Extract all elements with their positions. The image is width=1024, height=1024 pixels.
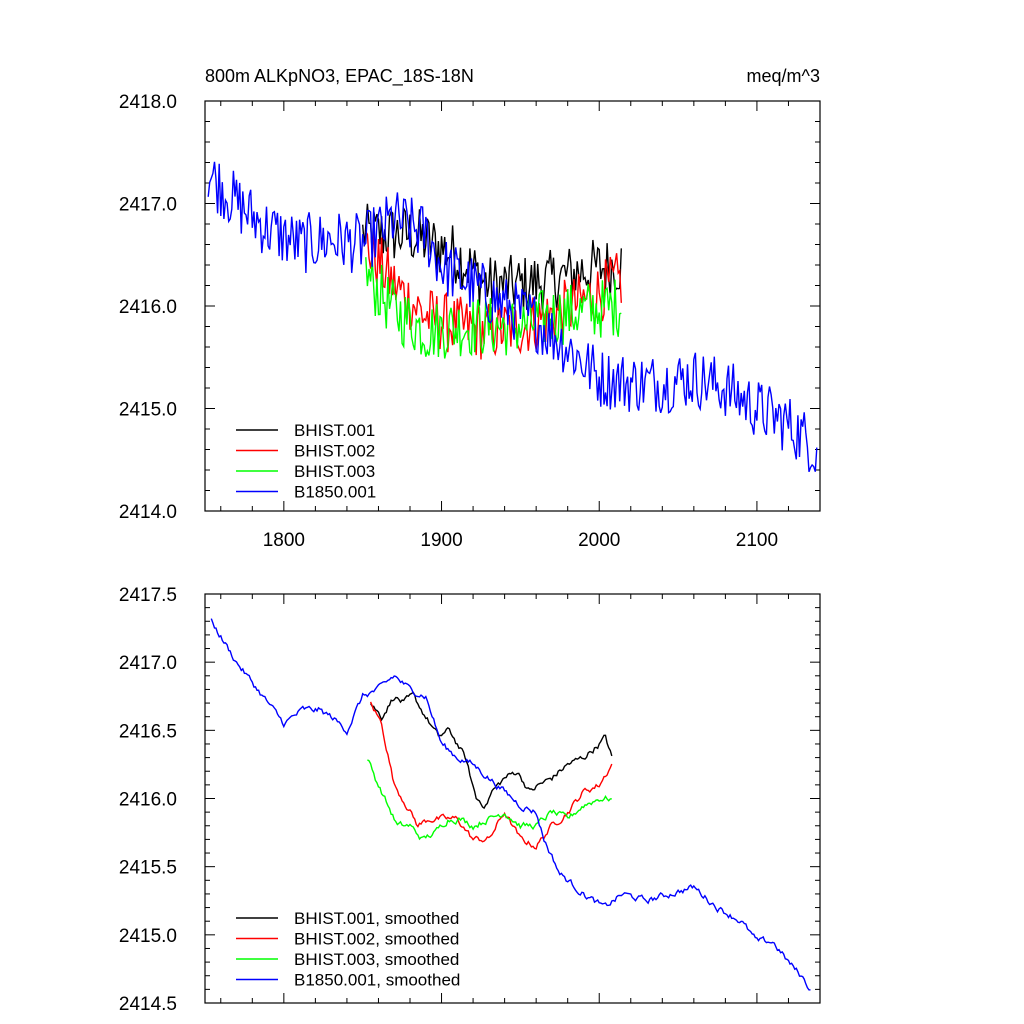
series-line-b1850-001: [210, 618, 811, 991]
top-panel: 1800 1900 2000 2100 2414.0 2415.0 2416.0 2417.0…: [119, 92, 821, 551]
legend-label: BHIST.001: [294, 421, 375, 440]
legend-label: BHIST.002, smoothed: [294, 930, 459, 949]
y-tick-label: 2414.5: [119, 994, 177, 1015]
y-tick-label: 2417.0: [119, 195, 177, 216]
chart-title: 800m ALKpNO3, EPAC_18S-18N: [205, 66, 474, 87]
chart-units: meq/m^3: [747, 66, 820, 86]
bottom-panel: 2414.5 2415.0 2415.5 2416.0 2416.5 2417.0 2417…: [119, 585, 821, 1015]
series-line-bhist-001: [369, 691, 613, 810]
legend-label: BHIST.003, smoothed: [294, 950, 459, 969]
x-tick-label: 1900: [420, 530, 462, 551]
y-tick-label: 2416.0: [119, 297, 177, 318]
y-tick-label: 2417.5: [119, 585, 177, 606]
series-line-bhist-002: [369, 701, 613, 850]
series-line-b1850-001: [207, 161, 818, 473]
series-line-bhist-003: [367, 759, 612, 841]
legend-label: BHIST.003: [294, 462, 375, 481]
series-line-bhist-003: [365, 257, 622, 359]
legend-label: B1850.001: [294, 483, 376, 502]
y-tick-label: 2417.0: [119, 653, 177, 674]
y-tick-label: 2416.5: [119, 721, 177, 742]
y-tick-label: 2415.0: [119, 400, 177, 421]
y-tick-label: 2418.0: [119, 92, 177, 113]
x-tick-label: 1800: [263, 530, 305, 551]
legend-label: BHIST.002: [294, 442, 375, 461]
y-tick-label: 2415.5: [119, 858, 177, 879]
y-tick-label: 2414.0: [119, 502, 177, 523]
x-tick-label: 2100: [736, 530, 778, 551]
legend-label: B1850.001, smoothed: [294, 971, 460, 990]
legend-label: BHIST.001, smoothed: [294, 909, 459, 928]
y-tick-label: 2416.0: [119, 790, 177, 811]
y-tick-label: 2415.0: [119, 926, 177, 947]
x-tick-label: 2000: [578, 530, 620, 551]
